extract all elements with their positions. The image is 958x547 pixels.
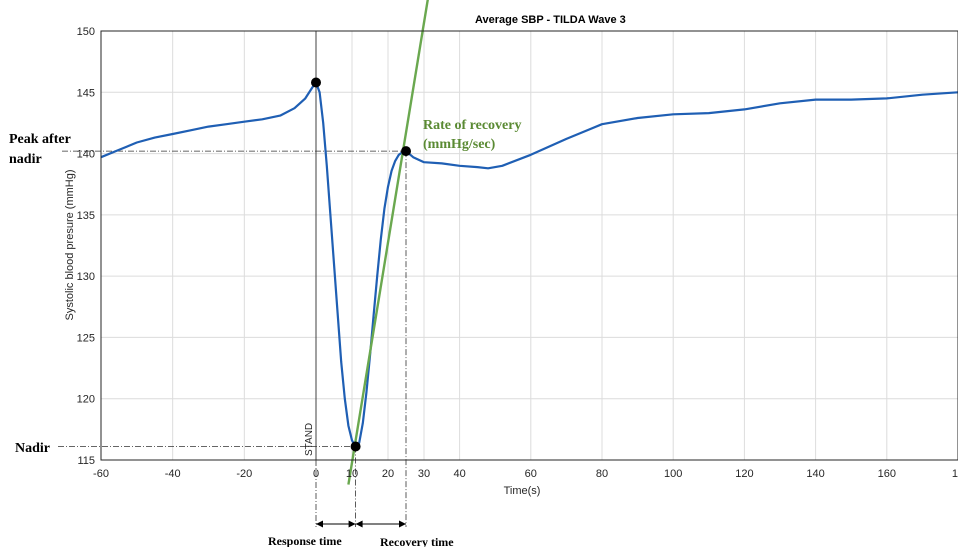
y-tick-label: 150	[77, 26, 95, 38]
rate-of-recovery-label-line1: Rate of recovery	[423, 118, 521, 133]
x-tick-label: 10	[346, 468, 358, 480]
recovery-time-arrow-left-head	[355, 520, 363, 528]
response-time-arrow-right-head	[348, 520, 356, 528]
recovery-line-layer	[347, 0, 429, 485]
peak-before-stand-marker	[311, 77, 321, 88]
stand-label: STAND	[304, 423, 315, 456]
y-tick-label: 145	[77, 87, 95, 99]
recovery-time-label: Recovery time	[380, 535, 454, 547]
y-tick-label: 115	[77, 455, 95, 467]
marker-layer	[311, 77, 411, 452]
response-time-arrow-left-head	[316, 520, 323, 528]
x-tick-label: 160	[878, 468, 896, 480]
x-tick-label: 100	[664, 468, 682, 480]
x-tick-label: 40	[453, 468, 465, 480]
x-tick-label: 20	[382, 468, 394, 480]
recovery-rate-line	[347, 0, 429, 485]
x-tick-label: 140	[806, 468, 824, 480]
y-tick-label: 135	[77, 210, 95, 222]
x-tick-label: 0	[313, 468, 319, 480]
x-tick-label: 30	[418, 468, 430, 480]
x-tick-label: 80	[596, 468, 608, 480]
y-tick-label: 125	[77, 332, 95, 344]
nadir-marker	[350, 441, 361, 452]
x-axis-label: Time(s)	[504, 485, 541, 497]
chart-title: Average SBP - TILDA Wave 3	[475, 14, 626, 26]
x-tick-label: -20	[236, 468, 252, 480]
peak-after-nadir-label-line1: Peak after	[9, 132, 71, 147]
y-tick-label: 130	[77, 271, 95, 283]
x-tick-label: -40	[165, 468, 181, 480]
recovery-time-arrow-right-head	[399, 520, 406, 528]
y-tick-label: 120	[77, 394, 95, 406]
time-arrows	[316, 520, 406, 528]
y-tick-label: 140	[77, 149, 95, 161]
nadir-label: Nadir	[15, 441, 50, 456]
rate-of-recovery-label-line2: (mmHg/sec)	[423, 137, 496, 152]
peak-after-nadir-label-line2: nadir	[9, 152, 42, 167]
peak-after-nadir-marker	[401, 146, 411, 157]
x-tick-label: 60	[525, 468, 537, 480]
plot-frame	[100, 30, 958, 461]
x-tick-label: 120	[735, 468, 753, 480]
tick-labels: -60 -40 -20 0 10 20 30 40 60 80 100 120 140 160 18 115 1…	[77, 26, 958, 480]
x-tick-label: -60	[93, 468, 109, 480]
y-axis-label: Systolic blood presure (mmHg)	[64, 170, 76, 321]
response-time-label: Response time	[268, 534, 342, 547]
x-tick-label: 18	[952, 468, 958, 480]
